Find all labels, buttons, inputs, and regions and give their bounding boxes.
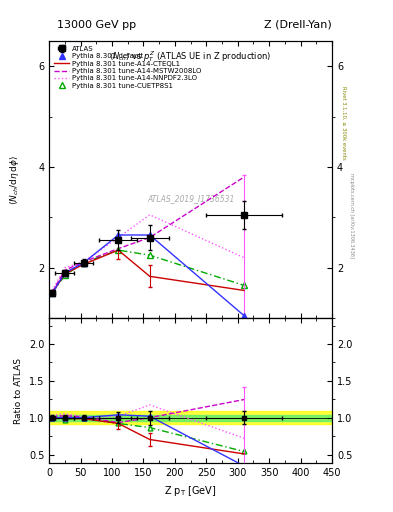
- Pythia 8.301 tune-A14-CTEQL1: [50, 290, 55, 296]
- Line: Pythia 8.301 tune-A14-CTEQL1: Pythia 8.301 tune-A14-CTEQL1: [52, 250, 244, 293]
- Text: $\langle N_{ch}\rangle$ vs $p_T^Z$ (ATLAS UE in Z production): $\langle N_{ch}\rangle$ vs $p_T^Z$ (ATLA…: [110, 49, 272, 64]
- Line: Pythia 8.301 tune-A14-NNPDF2.3LO: Pythia 8.301 tune-A14-NNPDF2.3LO: [52, 215, 244, 290]
- Line: Pythia 8.301 default: Pythia 8.301 default: [50, 232, 247, 318]
- Line: Pythia 8.301 tune-CUETP8S1: Pythia 8.301 tune-CUETP8S1: [50, 247, 247, 296]
- Pythia 8.301 tune-A14-MSTW2008LO: [242, 174, 246, 180]
- Pythia 8.301 tune-CUETP8S1: [62, 272, 67, 279]
- Text: 13000 GeV pp: 13000 GeV pp: [57, 19, 136, 30]
- Pythia 8.301 default: [147, 232, 152, 238]
- Bar: [49, 411, 332, 424]
- Pythia 8.301 tune-CUETP8S1: [242, 282, 246, 288]
- Pythia 8.301 tune-A14-CTEQL1: [81, 261, 86, 267]
- Line: Pythia 8.301 tune-A14-MSTW2008LO: Pythia 8.301 tune-A14-MSTW2008LO: [52, 177, 244, 292]
- Text: Z (Drell-Yan): Z (Drell-Yan): [264, 19, 332, 30]
- Pythia 8.301 tune-A14-MSTW2008LO: [116, 246, 121, 252]
- Pythia 8.301 default: [116, 232, 121, 238]
- Pythia 8.301 tune-A14-NNPDF2.3LO: [50, 287, 55, 293]
- Pythia 8.301 default: [81, 260, 86, 266]
- Y-axis label: $\langle N_{ch}/\mathrm{d}\eta\,\mathrm{d}\phi\rangle$: $\langle N_{ch}/\mathrm{d}\eta\,\mathrm{…: [8, 155, 21, 205]
- Pythia 8.301 default: [50, 290, 55, 296]
- Text: ATLAS_2019_I1736531: ATLAS_2019_I1736531: [147, 195, 234, 203]
- Pythia 8.301 tune-A14-CTEQL1: [62, 271, 67, 277]
- Pythia 8.301 tune-CUETP8S1: [116, 247, 121, 253]
- Pythia 8.301 tune-CUETP8S1: [147, 252, 152, 258]
- Pythia 8.301 default: [62, 270, 67, 276]
- X-axis label: Z p$_\mathrm{T}$ [GeV]: Z p$_\mathrm{T}$ [GeV]: [164, 484, 217, 498]
- Pythia 8.301 tune-A14-NNPDF2.3LO: [242, 254, 246, 261]
- Pythia 8.301 tune-A14-CTEQL1: [116, 247, 121, 253]
- Pythia 8.301 tune-CUETP8S1: [50, 290, 55, 296]
- Pythia 8.301 tune-A14-NNPDF2.3LO: [62, 265, 67, 271]
- Pythia 8.301 tune-A14-MSTW2008LO: [50, 289, 55, 295]
- Pythia 8.301 tune-CUETP8S1: [81, 260, 86, 266]
- Legend: ATLAS, Pythia 8.301 default, Pythia 8.301 tune-A14-CTEQL1, Pythia 8.301 tune-A14: ATLAS, Pythia 8.301 default, Pythia 8.30…: [53, 45, 203, 90]
- Bar: [49, 415, 332, 421]
- Y-axis label: Ratio to ATLAS: Ratio to ATLAS: [14, 358, 23, 424]
- Pythia 8.301 tune-A14-MSTW2008LO: [62, 267, 67, 273]
- Text: Rivet 3.1.10, ≥ 300k events: Rivet 3.1.10, ≥ 300k events: [341, 86, 346, 160]
- Pythia 8.301 tune-A14-CTEQL1: [242, 287, 246, 293]
- Pythia 8.301 tune-A14-MSTW2008LO: [147, 234, 152, 241]
- Pythia 8.301 tune-A14-MSTW2008LO: [81, 259, 86, 265]
- Pythia 8.301 tune-A14-NNPDF2.3LO: [81, 259, 86, 265]
- Pythia 8.301 default: [242, 312, 246, 318]
- Pythia 8.301 tune-A14-CTEQL1: [147, 273, 152, 280]
- Pythia 8.301 tune-A14-NNPDF2.3LO: [116, 234, 121, 241]
- Pythia 8.301 tune-A14-NNPDF2.3LO: [147, 212, 152, 218]
- Text: mcplots.cern.ch [arXiv:1306.3436]: mcplots.cern.ch [arXiv:1306.3436]: [349, 173, 354, 258]
